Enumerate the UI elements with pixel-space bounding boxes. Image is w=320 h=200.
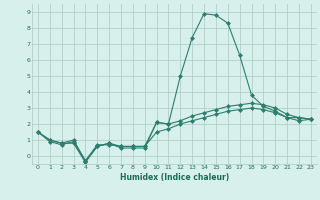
- X-axis label: Humidex (Indice chaleur): Humidex (Indice chaleur): [120, 173, 229, 182]
